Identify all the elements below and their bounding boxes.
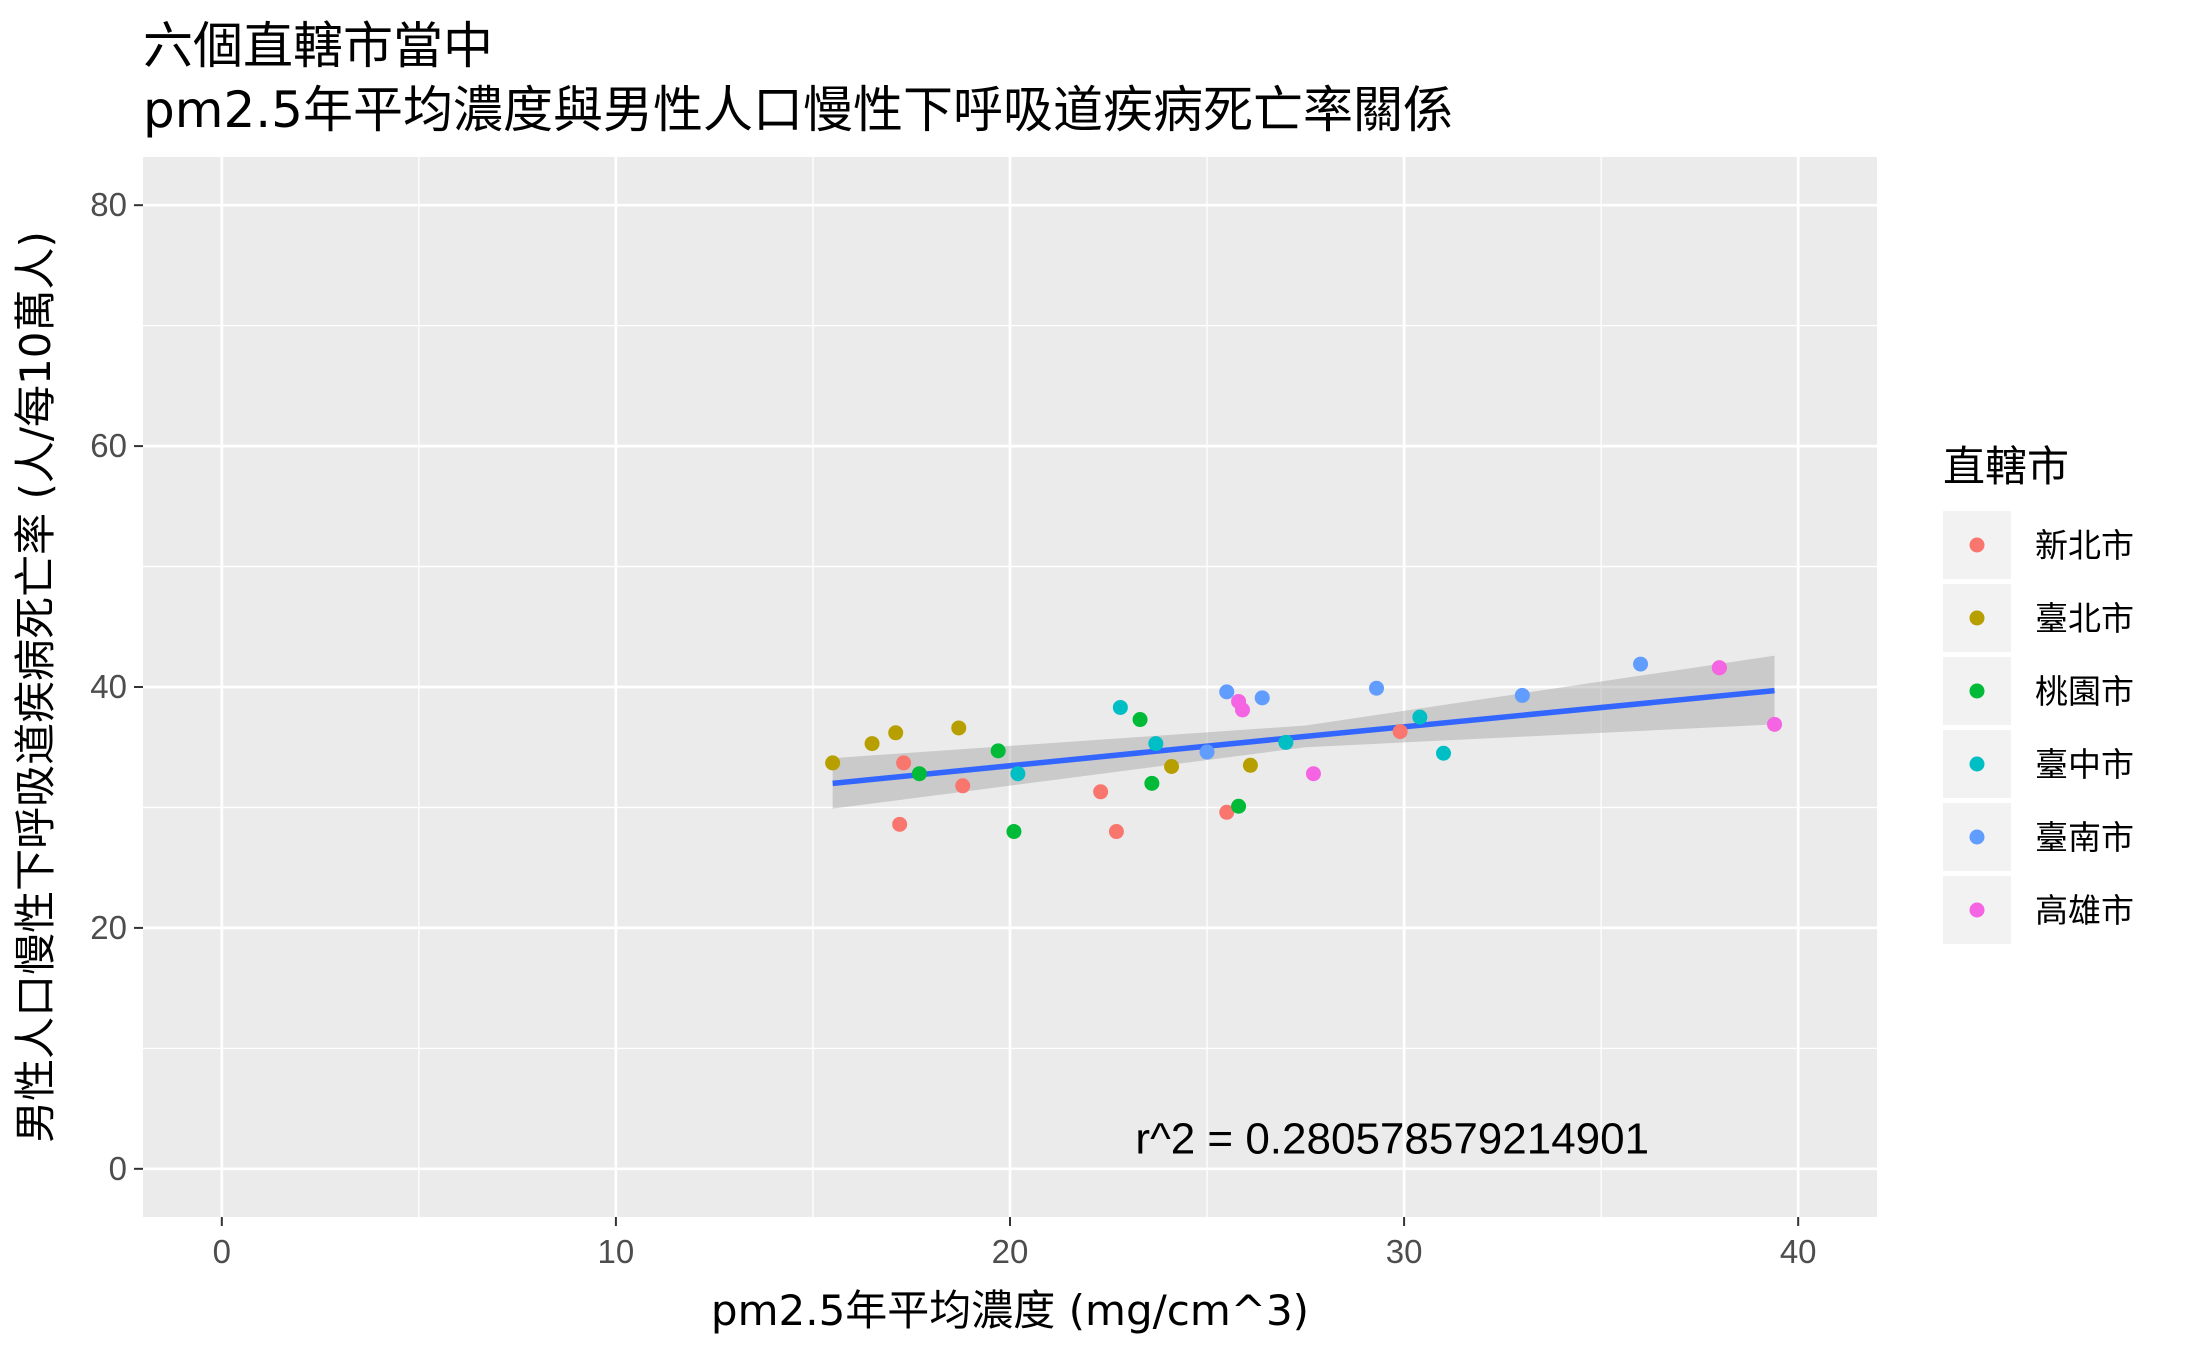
data-point — [1010, 766, 1026, 782]
data-point — [1412, 709, 1428, 725]
data-point — [892, 816, 908, 832]
legend-point — [1969, 756, 1985, 772]
legend-point — [1969, 537, 1985, 553]
data-point — [1231, 798, 1247, 814]
data-point — [1369, 680, 1385, 696]
data-point — [951, 720, 967, 736]
data-point — [1132, 712, 1148, 728]
data-point — [1112, 699, 1128, 715]
data-point — [955, 778, 971, 794]
legend-label: 臺北市 — [2035, 599, 2134, 638]
r-squared-annotation: r^2 = 0.280578579214901 — [1135, 1115, 1649, 1164]
major-gridlines — [143, 157, 1877, 1217]
chart-subtitle: pm2.5年平均濃度與男性人口慢性下呼吸道疾病死亡率關係 — [143, 81, 1453, 139]
data-point — [1767, 716, 1783, 732]
y-axis-title: 男性人口慢性下呼吸道疾病死亡率 (人/每10萬人) — [11, 231, 60, 1143]
data-point — [1235, 702, 1251, 718]
data-point — [911, 766, 927, 782]
x-tick-label: 40 — [1780, 1233, 1817, 1270]
legend-label: 新北市 — [2035, 526, 2134, 565]
chart-title: 六個直轄市當中 — [143, 17, 493, 75]
data-point — [1436, 745, 1451, 761]
x-tick-label: 30 — [1386, 1233, 1423, 1270]
y-tick-label: 40 — [90, 668, 127, 705]
data-point — [1199, 744, 1215, 760]
data-point — [896, 755, 912, 771]
y-tick-label: 60 — [90, 427, 127, 464]
y-tick-label: 80 — [90, 186, 127, 223]
legend-point — [1969, 683, 1985, 699]
data-point — [864, 736, 880, 752]
data-point — [1108, 824, 1124, 840]
data-point — [1093, 784, 1109, 800]
data-point — [1711, 660, 1727, 676]
data-point — [1392, 724, 1408, 740]
y-axis: 0 20 40 60 80 — [90, 186, 143, 1187]
x-axis-title: pm2.5年平均濃度 (mg/cm^3) — [711, 1286, 1309, 1335]
trend-line — [832, 687, 1775, 787]
confidence-band — [832, 655, 1775, 809]
legend-point — [1969, 902, 1985, 918]
data-point — [1633, 656, 1649, 672]
legend-label: 臺南市 — [2035, 818, 2134, 857]
data-point — [1278, 734, 1294, 750]
data-point — [990, 743, 1006, 759]
legend-point — [1969, 610, 1985, 626]
legend-label: 高雄市 — [2035, 891, 2134, 930]
y-tick-label: 0 — [109, 1150, 127, 1187]
data-point — [1148, 736, 1164, 752]
data-points — [825, 656, 1783, 840]
legend-point — [1969, 829, 1985, 845]
x-axis: 0 10 20 30 40 — [213, 1217, 1817, 1270]
data-point — [1219, 684, 1235, 700]
data-point — [1006, 824, 1022, 840]
data-point — [1219, 804, 1235, 820]
y-tick-label: 20 — [90, 909, 127, 946]
data-point — [888, 725, 904, 741]
data-point — [1242, 757, 1258, 773]
x-tick-label: 10 — [598, 1233, 635, 1270]
data-point — [1254, 690, 1270, 706]
data-point — [1144, 775, 1160, 791]
x-tick-label: 20 — [992, 1233, 1029, 1270]
legend-label: 臺中市 — [2035, 745, 2134, 784]
data-point — [1514, 687, 1530, 703]
data-point — [1164, 759, 1180, 774]
data-point — [825, 755, 841, 771]
legend-label: 桃園市 — [2035, 672, 2134, 711]
x-tick-label: 0 — [213, 1233, 231, 1270]
data-point — [1305, 766, 1321, 782]
legend-title: 直轄市 — [1943, 442, 2069, 491]
